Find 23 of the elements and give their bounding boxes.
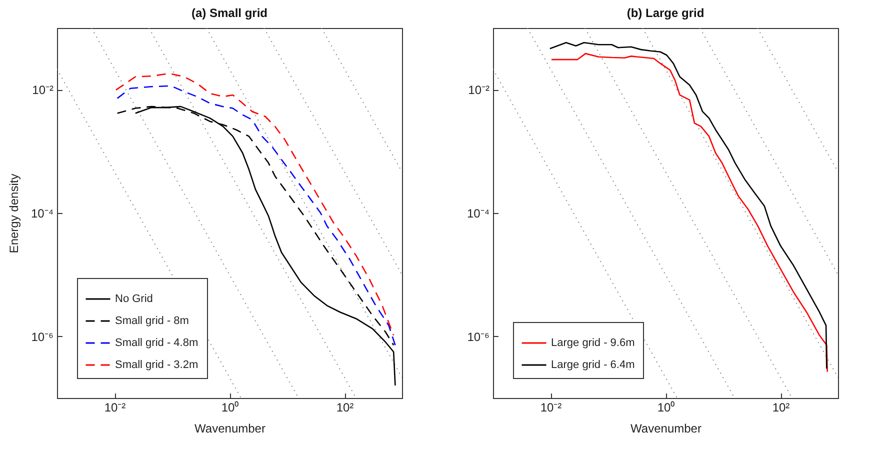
x-tick-label: 10⁻² [540,400,562,414]
y-axis-title: Energy density [6,174,21,254]
y-tick-label: 10⁻⁶ [31,330,54,344]
legend-label: Large grid - 9.6m [551,337,635,349]
x-tick-label: 10⁻² [104,400,126,414]
legend-label: Small grid - 3.2m [115,359,198,371]
y-tick-label: 10⁻⁴ [466,206,490,220]
x-axis-title: Wavenumber [194,422,266,436]
x-tick-label: 10² [772,400,790,414]
y-tick-label: 10⁻⁴ [30,206,54,220]
chart-title: (a) Small grid [191,6,268,20]
legend-label: Small grid - 8m [115,315,189,327]
y-tick-label: 10⁻⁶ [467,330,490,344]
legend-label: Small grid - 4.8m [115,337,198,349]
x-tick-label: 10⁰ [657,400,675,414]
legend-label: No Grid [115,293,153,305]
x-tick-label: 10⁰ [221,400,239,414]
x-axis-title: Wavenumber [630,422,702,436]
chart-title: (b) Large grid [626,6,704,20]
x-tick-label: 10² [336,400,354,414]
y-tick-label: 10⁻² [32,83,54,98]
y-tick-label: 10⁻² [468,83,490,98]
legend-label: Large grid - 6.4m [551,359,635,371]
